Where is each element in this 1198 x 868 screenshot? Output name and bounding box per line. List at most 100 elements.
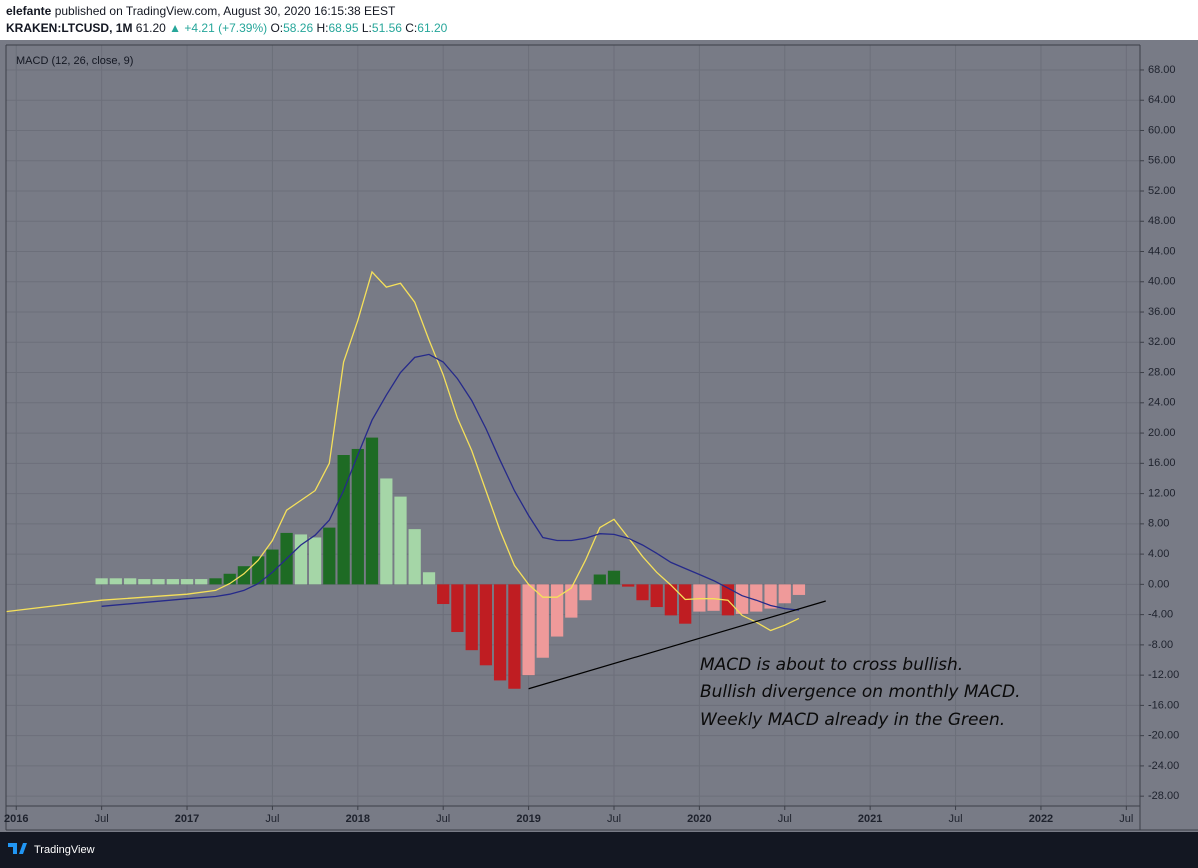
histogram-bar bbox=[679, 584, 692, 624]
brand-name: TradingView bbox=[34, 844, 95, 856]
histogram-bar bbox=[408, 529, 421, 585]
histogram-bar bbox=[664, 584, 677, 616]
o-label: O: bbox=[270, 21, 283, 35]
y-tick-label: 52.00 bbox=[1148, 185, 1176, 197]
symbol: KRAKEN:LTCUSD, 1M bbox=[6, 21, 132, 35]
last-price: 61.20 bbox=[136, 21, 166, 35]
y-tick-label: 8.00 bbox=[1148, 518, 1169, 530]
histogram-bar bbox=[380, 478, 393, 585]
change: ▲ +4.21 (+7.39%) bbox=[169, 21, 267, 35]
histogram-bar bbox=[550, 584, 564, 637]
published: published on TradingView.com, August 30,… bbox=[55, 4, 396, 18]
x-tick-label: Jul bbox=[436, 813, 450, 825]
y-tick-label: 28.00 bbox=[1148, 366, 1176, 378]
x-tick-label: 2019 bbox=[516, 813, 540, 825]
histogram-bar bbox=[493, 584, 507, 681]
histogram-bar bbox=[337, 455, 350, 585]
histogram-bar bbox=[536, 584, 549, 658]
histogram-bar bbox=[778, 584, 791, 604]
histogram-bar bbox=[394, 496, 407, 585]
x-tick-label: Jul bbox=[265, 813, 279, 825]
l-value: 51.56 bbox=[372, 21, 402, 35]
histogram-bar bbox=[195, 579, 208, 585]
author: elefante bbox=[6, 4, 52, 18]
publish-line: elefante published on TradingView.com, A… bbox=[6, 4, 396, 18]
y-tick-label: 60.00 bbox=[1148, 124, 1176, 136]
histogram-bar bbox=[266, 549, 279, 585]
header-bar bbox=[0, 0, 1198, 40]
histogram-bar bbox=[465, 584, 478, 651]
histogram-bar bbox=[593, 574, 606, 585]
c-value: 61.20 bbox=[417, 21, 447, 35]
histogram-bar bbox=[95, 578, 108, 585]
x-tick-label: 2021 bbox=[858, 813, 882, 825]
histogram-bar bbox=[508, 584, 521, 689]
y-tick-label: 32.00 bbox=[1148, 336, 1176, 348]
x-tick-label: 2022 bbox=[1029, 813, 1053, 825]
brand-logo bbox=[8, 843, 27, 854]
histogram-bar bbox=[124, 578, 137, 585]
histogram-bar bbox=[323, 527, 336, 585]
annotation: MACD is about to cross bullish. bbox=[700, 655, 963, 675]
histogram-bar bbox=[607, 570, 621, 585]
histogram-bar bbox=[579, 584, 592, 601]
x-tick-label: Jul bbox=[778, 813, 792, 825]
histogram-bar bbox=[138, 579, 151, 585]
histogram-bar bbox=[522, 584, 535, 676]
x-tick-label: Jul bbox=[607, 813, 621, 825]
y-tick-label: 24.00 bbox=[1148, 397, 1176, 409]
y-tick-label: 48.00 bbox=[1148, 215, 1176, 227]
y-tick-label: -20.00 bbox=[1148, 730, 1179, 742]
histogram-bar bbox=[422, 572, 436, 585]
histogram-bar bbox=[707, 584, 720, 611]
y-tick-label: 40.00 bbox=[1148, 276, 1176, 288]
x-tick-label: 2018 bbox=[346, 813, 370, 825]
histogram-bar bbox=[351, 448, 364, 585]
histogram-bar bbox=[650, 584, 663, 608]
x-tick-label: 2016 bbox=[4, 813, 28, 825]
y-tick-label: -8.00 bbox=[1148, 639, 1173, 651]
y-tick-label: 36.00 bbox=[1148, 306, 1176, 318]
histogram-bar bbox=[479, 584, 493, 666]
line-series bbox=[101, 353, 799, 611]
histogram-bar bbox=[152, 579, 165, 585]
y-tick-label: 20.00 bbox=[1148, 427, 1176, 439]
histogram-bar bbox=[223, 573, 236, 585]
y-tick-label: 4.00 bbox=[1148, 548, 1169, 560]
annotation: Bullish divergence on monthly MACD. bbox=[700, 682, 1021, 702]
h-value: 68.95 bbox=[329, 21, 359, 35]
c-label: C: bbox=[405, 21, 417, 35]
histogram-bar bbox=[693, 584, 706, 612]
footer-bar bbox=[0, 832, 1198, 868]
y-tick-label: -12.00 bbox=[1148, 669, 1179, 681]
histogram-bar bbox=[294, 534, 308, 585]
indicator-label: MACD (12, 26, close, 9) bbox=[16, 55, 133, 67]
histogram-bar bbox=[750, 584, 763, 612]
y-tick-label: -28.00 bbox=[1148, 790, 1179, 802]
y-tick-label: -4.00 bbox=[1148, 609, 1173, 621]
o-value: 58.26 bbox=[283, 21, 313, 35]
y-tick-label: -24.00 bbox=[1148, 760, 1179, 772]
histogram-bar bbox=[565, 584, 578, 618]
histogram-bar bbox=[437, 584, 450, 605]
y-tick-label: -16.00 bbox=[1148, 699, 1179, 711]
histogram-bar bbox=[209, 578, 222, 585]
x-tick-label: Jul bbox=[949, 813, 963, 825]
histogram-bar bbox=[622, 584, 635, 587]
histogram-bar bbox=[308, 537, 322, 585]
y-tick-label: 44.00 bbox=[1148, 245, 1176, 257]
annotation: Weekly MACD already in the Green. bbox=[700, 710, 1005, 730]
y-tick-label: 68.00 bbox=[1148, 64, 1176, 76]
x-tick-label: 2017 bbox=[175, 813, 199, 825]
l-label: L: bbox=[362, 21, 372, 35]
histogram-bar bbox=[764, 584, 777, 609]
line-series bbox=[6, 270, 800, 632]
histogram-bar bbox=[166, 579, 179, 585]
histogram-bar bbox=[735, 584, 749, 614]
histogram-bar bbox=[109, 578, 122, 585]
chart-background bbox=[0, 40, 1198, 832]
y-tick-label: 12.00 bbox=[1148, 487, 1176, 499]
y-tick-label: 0.00 bbox=[1148, 578, 1169, 590]
histogram-bar bbox=[365, 437, 379, 585]
